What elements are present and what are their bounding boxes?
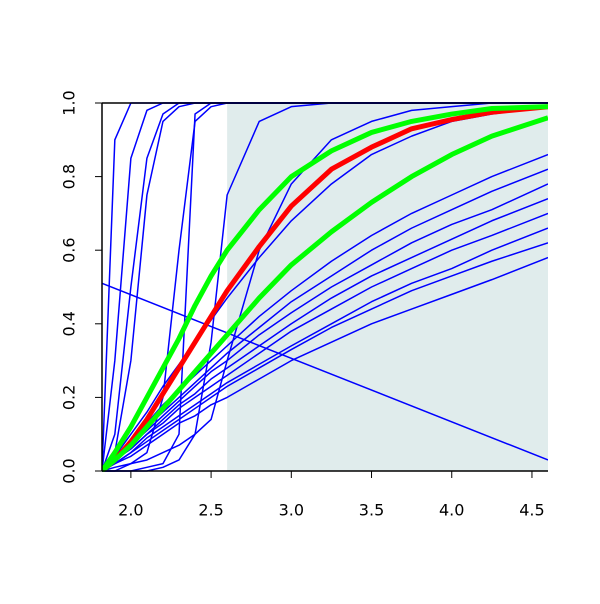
x-tick-label: 4.5 [519, 501, 544, 520]
series-line [102, 227, 548, 472]
y-tick-label: 0.6 [60, 237, 79, 262]
series-line [102, 256, 548, 472]
series-line [102, 115, 548, 472]
y-tick-label: 0.4 [60, 311, 79, 336]
series-line [102, 282, 548, 461]
plot-area [102, 102, 548, 472]
y-tick-label: 1.0 [60, 90, 79, 115]
x-tick-label: 2.5 [198, 501, 223, 520]
x-tick-label: 3.5 [359, 501, 384, 520]
x-tick-label: 3.0 [279, 501, 304, 520]
series-line [102, 104, 548, 472]
series-line [102, 197, 548, 472]
x-tick-label: 2.0 [118, 501, 143, 520]
y-tick-label: 0.2 [60, 385, 79, 410]
y-tick-label: 0.0 [60, 458, 79, 483]
series-line [102, 105, 548, 472]
series-line [102, 104, 548, 472]
series-line [102, 242, 548, 472]
y-tick-label: 0.8 [60, 164, 79, 189]
shaded-region [227, 103, 548, 471]
x-tick-label: 4.0 [439, 501, 464, 520]
axes: 0.0 0.2 0.4 0.6 0.8 1.0 2.0 2.5 3.0 3.5 4.0 4.5 [60, 90, 548, 520]
